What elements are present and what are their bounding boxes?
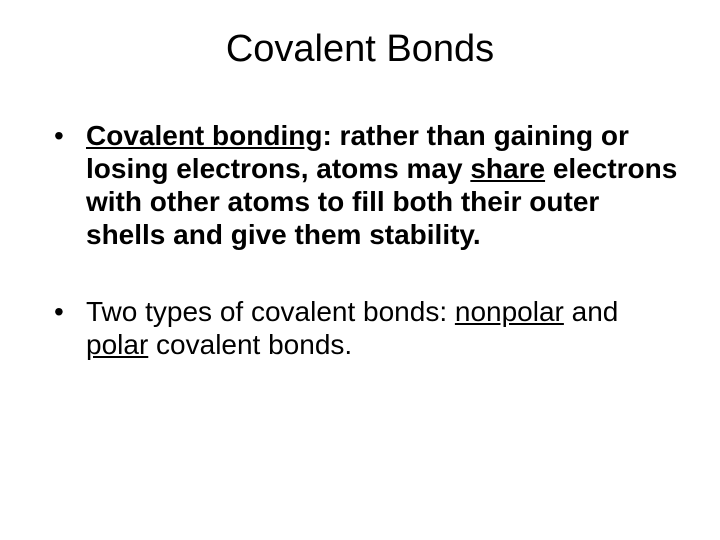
term-share: share: [470, 153, 545, 184]
slide-title: Covalent Bonds: [40, 28, 680, 71]
term-polar: polar: [86, 329, 148, 360]
bullet2-text-a: Two types of covalent bonds:: [86, 296, 455, 327]
bullet-item-1: Covalent bonding: rather than gaining or…: [50, 119, 680, 251]
bullet-item-2: Two types of covalent bonds: nonpolar an…: [50, 295, 680, 361]
bullet2-text-c: covalent bonds.: [148, 329, 352, 360]
term-covalent-bonding: Covalent bonding: [86, 120, 322, 151]
term-nonpolar: nonpolar: [455, 296, 564, 327]
bullet2-text-b: and: [564, 296, 619, 327]
bullet-list: Covalent bonding: rather than gaining or…: [40, 119, 680, 361]
